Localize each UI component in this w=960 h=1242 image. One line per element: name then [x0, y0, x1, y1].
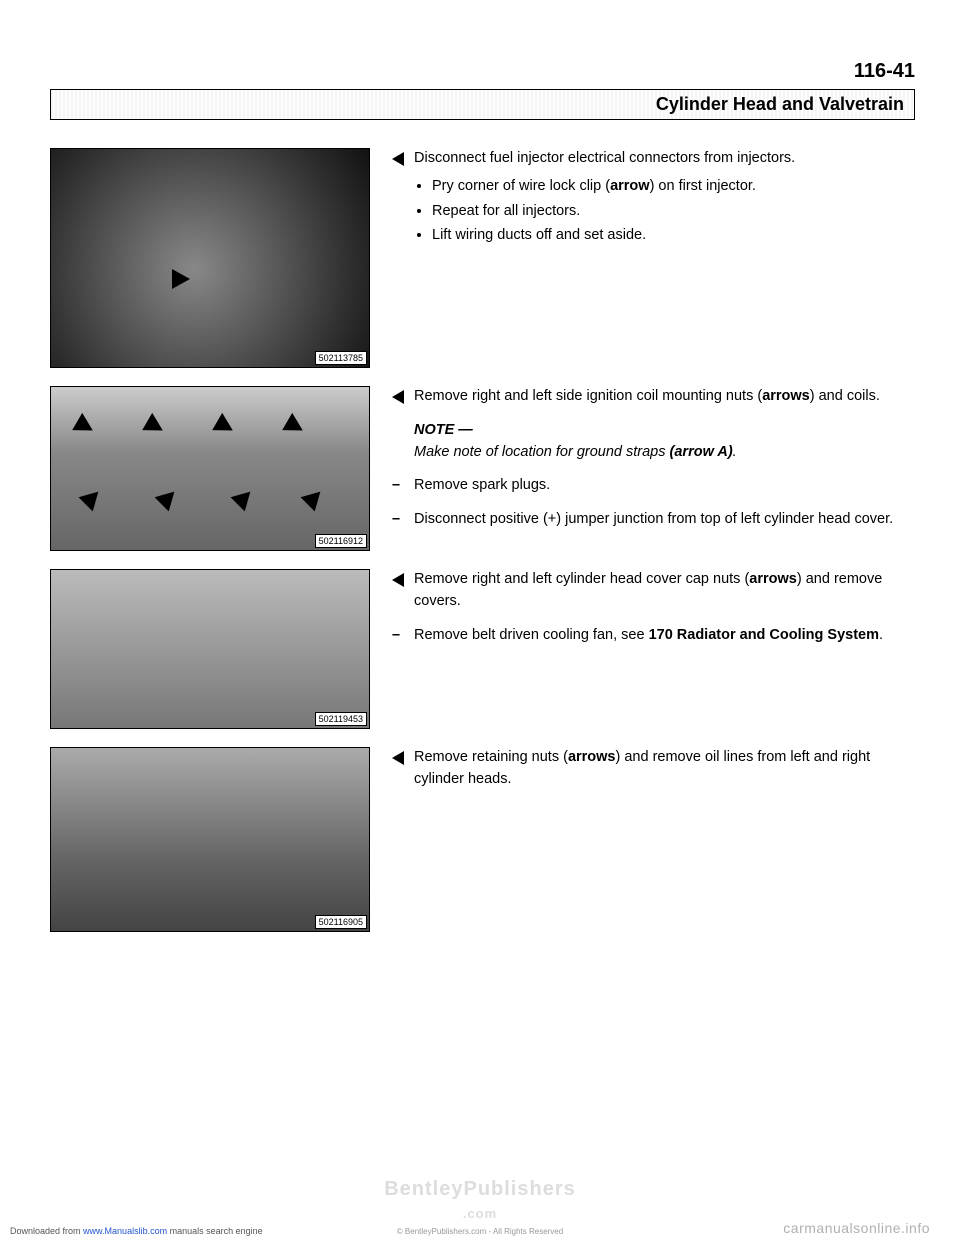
dash-marker: –	[392, 475, 404, 497]
section-header: Cylinder Head and Valvetrain	[50, 89, 915, 120]
instruction-text: Disconnect positive (+) jumper junction …	[414, 509, 915, 531]
figure-oil-lines: 502116905	[50, 747, 370, 932]
image-id: 502119453	[315, 712, 367, 726]
figure-head-cover: 502119453	[50, 569, 370, 729]
note-title: NOTE —	[414, 422, 473, 438]
instruction-text: Remove right and left cylinder head cove…	[414, 569, 915, 613]
image-id: 502113785	[315, 351, 367, 365]
text-column: Disconnect fuel injector electrical conn…	[392, 148, 915, 262]
page-number: 116-41	[50, 60, 915, 83]
text-column: Remove retaining nuts (arrows) and remov…	[392, 747, 915, 803]
figure-coils: 502116912	[50, 386, 370, 551]
manualslib-link[interactable]: www.Manualslib.com	[83, 1226, 167, 1236]
instruction-block-2: 502116912 Remove right and left side ign…	[50, 386, 915, 551]
instruction-text: Remove right and left side ignition coil…	[414, 388, 880, 404]
instruction-text: Disconnect fuel injector electrical conn…	[414, 150, 795, 166]
figure-injector: 502113785	[50, 148, 370, 368]
bullet-item: Repeat for all injectors.	[432, 201, 915, 223]
instruction-block-1: 502113785 Disconnect fuel injector elect…	[50, 148, 915, 368]
image-id: 502116912	[315, 534, 367, 548]
text-column: Remove right and left side ignition coil…	[392, 386, 915, 543]
footer-source: Downloaded from www.Manualslib.com manua…	[10, 1226, 263, 1236]
instruction-block-4: 502116905 Remove retaining nuts (arrows)…	[50, 747, 915, 932]
dash-marker: –	[392, 625, 404, 647]
triangle-marker	[392, 751, 404, 765]
dash-marker: –	[392, 509, 404, 531]
note-body: Make note of location for ground straps …	[414, 444, 737, 460]
triangle-marker	[392, 390, 404, 404]
instruction-block-3: 502119453 Remove right and left cylinder…	[50, 569, 915, 729]
instruction-text: Remove spark plugs.	[414, 475, 915, 497]
instruction-text: Remove belt driven cooling fan, see 170 …	[414, 625, 915, 647]
triangle-marker	[392, 573, 404, 587]
bullet-item: Lift wiring ducts off and set aside.	[432, 225, 915, 247]
triangle-marker	[392, 152, 404, 166]
bullet-item: Pry corner of wire lock clip (arrow) on …	[432, 176, 915, 198]
text-column: Remove right and left cylinder head cove…	[392, 569, 915, 658]
instruction-text: Remove retaining nuts (arrows) and remov…	[414, 747, 915, 791]
footer-site: carmanualsonline.info	[783, 1220, 930, 1236]
image-id: 502116905	[315, 915, 367, 929]
bullet-list: Pry corner of wire lock clip (arrow) on …	[432, 176, 915, 247]
watermark: BentleyPublishers .com	[0, 1178, 960, 1224]
